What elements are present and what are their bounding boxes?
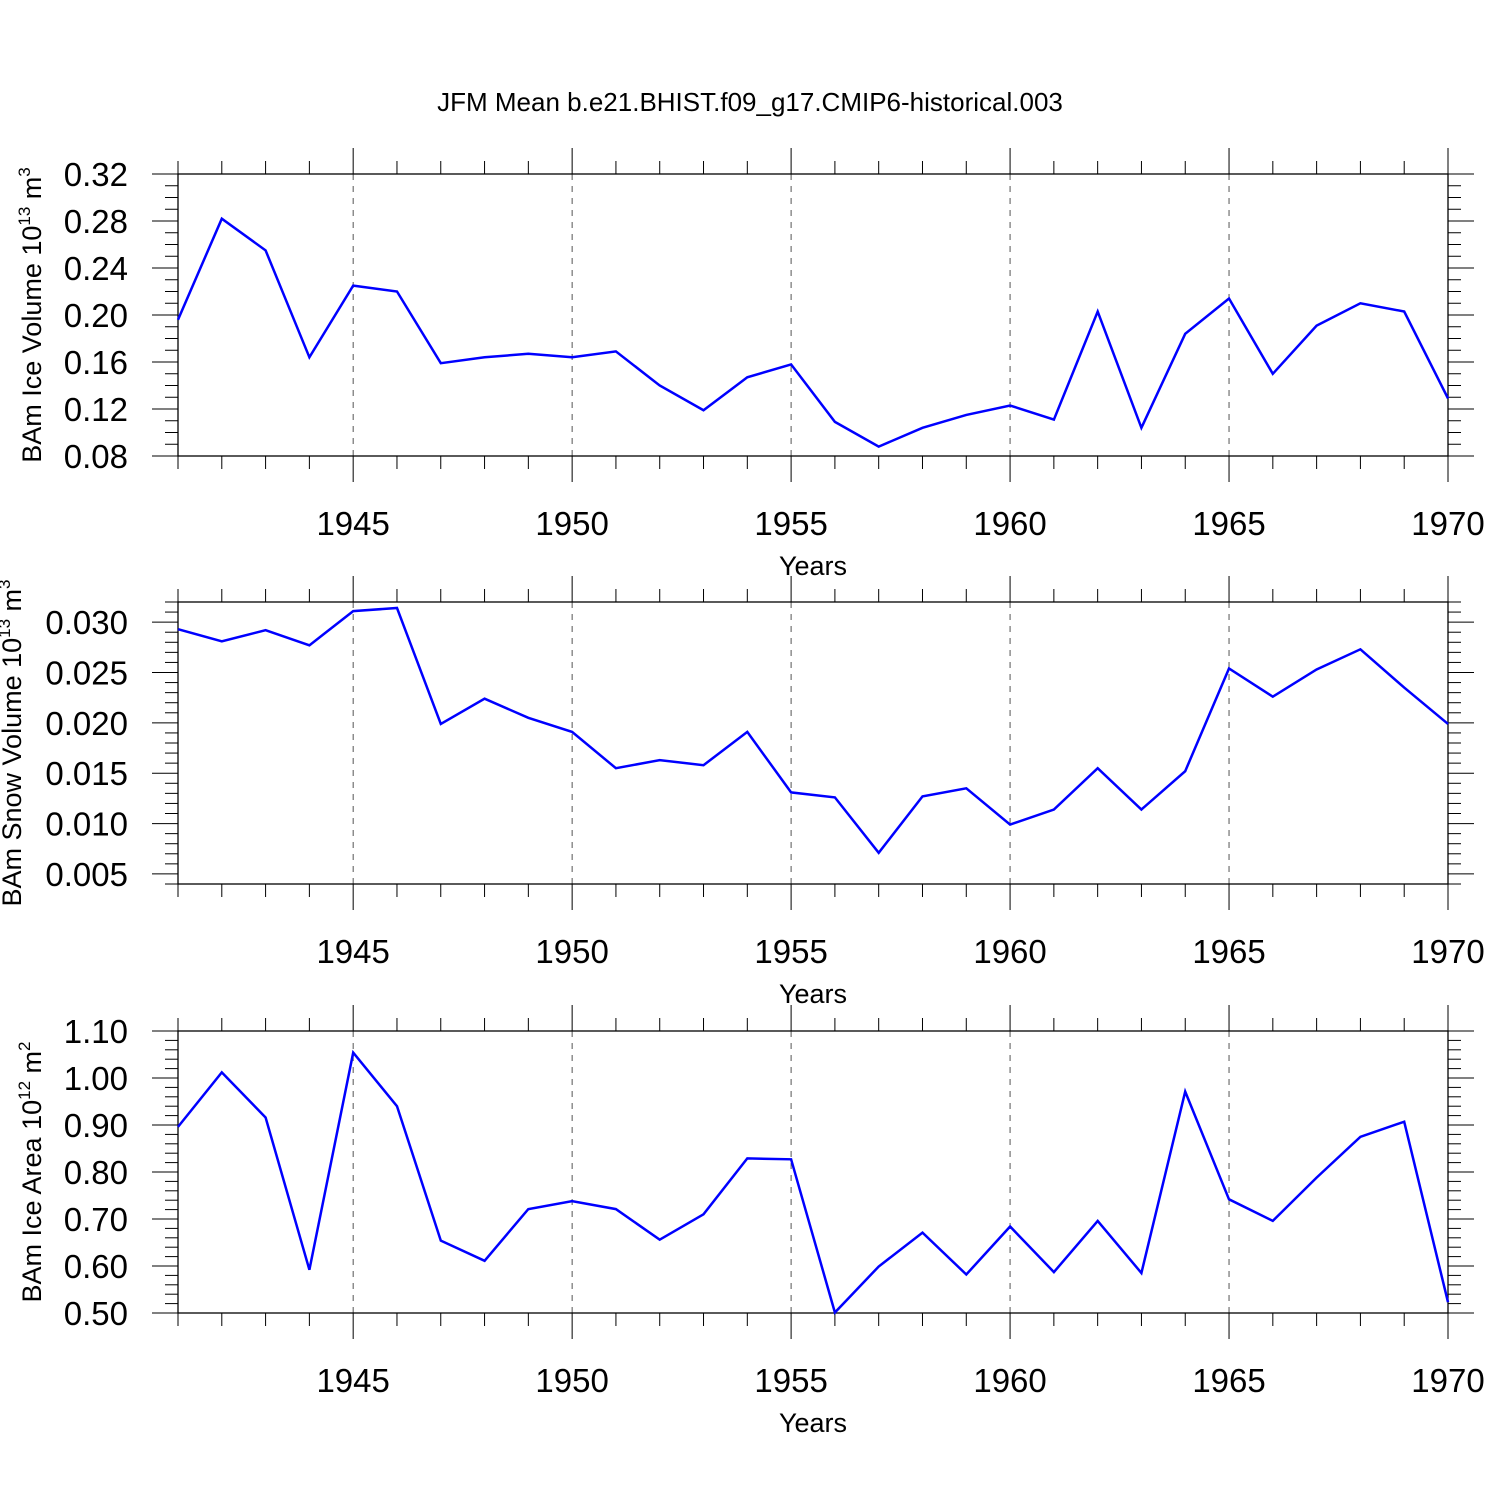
y-axis-label-exponent: 3	[0, 579, 14, 588]
figure-title: JFM Mean b.e21.BHIST.f09_g17.CMIP6-histo…	[437, 87, 1063, 117]
y-tick-label: 0.80	[64, 1154, 128, 1191]
x-tick-label: 1965	[1192, 505, 1265, 542]
panel-2: 1945 1950 1955 1960 1965 1970 0.005 0.010 0.015 0…	[0, 576, 1485, 1009]
y-tick-label: 0.24	[64, 250, 128, 287]
x-tick-label: 1965	[1192, 933, 1265, 970]
y-axis-label-exponent: 2	[15, 1042, 34, 1051]
y-tick-label: 0.28	[64, 203, 128, 240]
y-tick-label: 1.00	[64, 1060, 128, 1097]
x-tick-label: 1945	[316, 1362, 389, 1399]
x-tick-label: 1970	[1411, 505, 1484, 542]
y-tick-label: 0.60	[64, 1248, 128, 1285]
y-axis-label-exponent: 13	[0, 619, 14, 638]
y-tick-label: 0.005	[45, 856, 128, 893]
y-tick-label: 0.32	[64, 156, 128, 193]
y-axis-label: BAm Snow Volume 1013 m3	[0, 579, 27, 906]
y-axis-label: BAm Ice Volume 1013 m3	[15, 167, 47, 463]
x-axis-label: Years	[779, 551, 847, 581]
x-tick-label: 1965	[1192, 1362, 1265, 1399]
y-axis-label: BAm Ice Area 1012 m2	[15, 1042, 47, 1303]
y-tick-label: 0.90	[64, 1107, 128, 1144]
y-axis-label-exponent: 3	[15, 167, 34, 176]
x-tick-label: 1950	[535, 505, 608, 542]
y-tick-label: 0.025	[45, 655, 128, 692]
y-tick-label: 1.10	[64, 1013, 128, 1050]
x-tick-label: 1950	[535, 1362, 608, 1399]
y-axis-label-exponent: 12	[15, 1081, 34, 1100]
y-axis-label-part: m	[0, 589, 27, 619]
y-axis-label-exponent: 13	[15, 207, 34, 226]
y-axis-label-part: BAm Snow Volume 10	[0, 638, 27, 907]
y-tick-label: 0.030	[45, 604, 128, 641]
y-tick-label: 0.70	[64, 1201, 128, 1238]
x-tick-label: 1960	[973, 1362, 1046, 1399]
series-line	[177, 1049, 1450, 1315]
y-axis-label-part: BAm Ice Area 10	[17, 1100, 47, 1303]
y-tick-label: 0.015	[45, 755, 128, 792]
x-tick-label: 1955	[754, 1362, 827, 1399]
x-tick-label: 1960	[973, 505, 1046, 542]
x-tick-label: 1945	[316, 933, 389, 970]
x-axis-label: Years	[779, 1408, 847, 1438]
x-axis-label: Years	[779, 979, 847, 1009]
x-tick-label: 1945	[316, 505, 389, 542]
panel-1: 1945 1950 1955 1960 1965 1970 0.08 0.12 0.16 0.20…	[15, 148, 1485, 581]
panel-3: 1945 1950 1955 1960 1965 1970 0.50 0.60 0.70 0.80…	[15, 1005, 1485, 1438]
y-tick-label: 0.12	[64, 391, 128, 428]
y-tick-label: 0.50	[64, 1295, 128, 1332]
y-tick-label: 0.16	[64, 344, 128, 381]
y-tick-label: 0.020	[45, 705, 128, 742]
x-tick-label: 1950	[535, 933, 608, 970]
y-tick-label: 0.08	[64, 438, 128, 475]
y-axis-label-part: m	[17, 1051, 47, 1081]
y-axis-label-part: BAm Ice Volume 10	[17, 226, 47, 463]
plot-frame	[177, 1030, 1449, 1314]
x-tick-label: 1970	[1411, 933, 1484, 970]
y-axis-label-part: m	[17, 177, 47, 207]
x-tick-label: 1955	[754, 505, 827, 542]
series-line	[176, 216, 1450, 448]
y-tick-label: 0.20	[64, 297, 128, 334]
x-tick-label: 1955	[754, 933, 827, 970]
x-tick-label: 1960	[973, 933, 1046, 970]
plot-frame	[177, 601, 1449, 885]
plot-frame	[177, 173, 1449, 457]
series-line	[177, 606, 1449, 855]
x-tick-label: 1970	[1411, 1362, 1484, 1399]
y-tick-label: 0.010	[45, 806, 128, 843]
